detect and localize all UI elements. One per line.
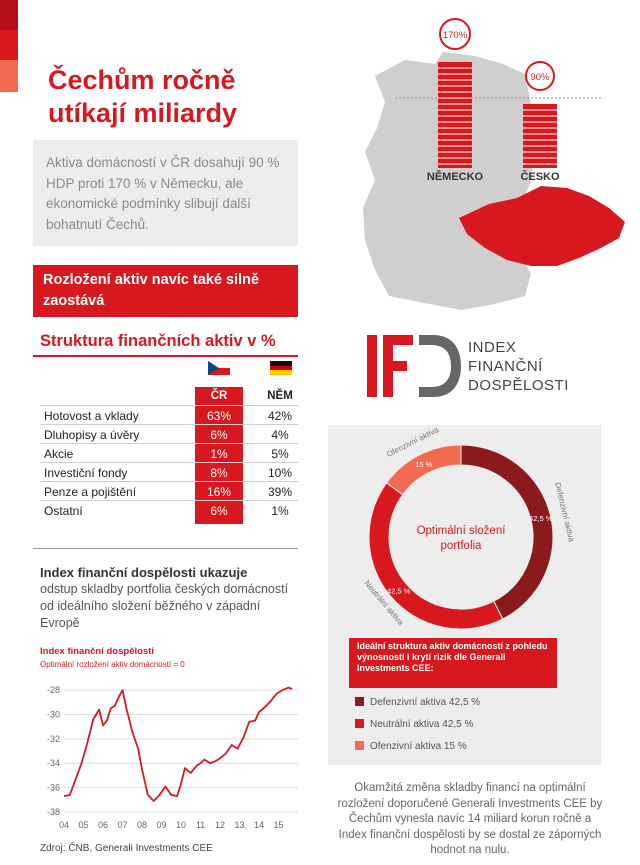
index-section-description: odstup skladby portfolia českých domácno… [40, 582, 289, 630]
donut-center-title-line-1: Optimální složení [417, 525, 507, 537]
ifd-line-1: INDEX [468, 339, 517, 356]
ifd-line-2: FINANČNÍ [468, 358, 543, 375]
series-line-index [63, 686, 293, 802]
y-tick-label: -38 [47, 807, 60, 817]
legend-item-offensive: Ofenzivní aktiva 15 % [355, 741, 467, 752]
red-callout-text: Rozložení aktiv navíc také silně zaostáv… [43, 272, 259, 309]
accent-strip [0, 0, 18, 92]
de-value-cash: 42% [267, 409, 293, 423]
row-label-bonds: Dluhopisy a úvěry [44, 428, 140, 442]
table-rule [40, 405, 298, 406]
ifd-line-3: DOSPĚLOSTI [468, 377, 569, 394]
germany-badge: 170% [443, 30, 468, 41]
x-tick-label: 05 [78, 820, 88, 830]
source-note: Zdroj: ČNB, Generali Investments CEE [40, 843, 213, 854]
x-tick-label: 04 [59, 820, 69, 830]
germany-badge-circle [439, 18, 471, 50]
line-chart-subtitle: Optimální rozložení aktiv domácností = 0 [40, 660, 185, 669]
y-tick-label: -28 [47, 685, 60, 695]
donut-value-label-offensive: 15 % [415, 460, 432, 469]
x-tick-label: 09 [156, 820, 166, 830]
czech-flag-icon [208, 361, 230, 375]
de-value-pension: 39% [267, 485, 293, 499]
row-label-cash: Hotovost a vklady [44, 409, 139, 423]
cz-value-other: 6% [210, 504, 228, 518]
ifd-logo [367, 335, 461, 397]
table-rule [40, 424, 298, 425]
donut-center-title-line-2: portfolia [441, 540, 483, 552]
conclusion-text: Okamžitá změna skladby financí na optimá… [337, 782, 603, 856]
germany-label: NĚMECKO [427, 170, 484, 183]
table-rule [40, 443, 298, 444]
y-tick-label: -32 [47, 734, 60, 744]
czechia-label: ČESKO [520, 170, 560, 183]
row-label-pension: Penze a pojištění [44, 485, 137, 499]
title-rule [33, 355, 298, 357]
legend-item-neutral: Neutrální aktiva 42,5 % [355, 719, 473, 730]
czechia-badge-circle [525, 61, 555, 91]
de-value-other: 1% [271, 504, 289, 518]
cz-value-cash: 63% [206, 409, 232, 423]
x-tick-label: 10 [176, 820, 186, 830]
x-tick-label: 12 [215, 820, 225, 830]
line-chart-title: Index finanční dospělosti [40, 646, 155, 657]
germany-coin-stack [438, 62, 472, 168]
intro-box [33, 140, 298, 246]
czechia-map-shape [459, 186, 625, 266]
x-tick-label: 14 [254, 820, 264, 830]
cz-value-stocks: 1% [210, 447, 228, 461]
donut-value-label-neutral: 42,5 % [387, 586, 411, 595]
legend-swatch [355, 697, 364, 706]
czechia-coin-stack [523, 104, 557, 168]
headline: Čechům ročně utíkají miliardy [48, 65, 238, 128]
cz-value-bonds: 6% [210, 428, 228, 442]
x-tick-label: 13 [234, 820, 244, 830]
legend-title: Ideální struktura aktiv domácností z poh… [357, 641, 548, 673]
section-divider [33, 548, 298, 549]
col-header-cz: ČR [210, 390, 228, 402]
y-tick-label: -34 [47, 758, 60, 768]
ifd-logo-text: INDEX FINANČNÍ DOSPĚLOSTI [468, 338, 569, 395]
legend-label: Neutrální aktiva 42,5 % [370, 719, 474, 730]
x-tick-label: 07 [117, 820, 127, 830]
cz-value-funds: 8% [210, 466, 228, 480]
index-section-title: Index finanční dospělosti ukazuje [40, 565, 248, 580]
map-illustration: 170% 90% NĚMECKO ČESKO [363, 18, 625, 310]
index-line-chart: -28 -30 -32 -34 -36 -38 04 05 06 07 08 09 10 11 12 13 14… [47, 685, 298, 830]
row-label-funds: Investiční fondy [44, 466, 128, 480]
x-tick-label: 11 [196, 820, 205, 830]
donut-value-label-defensive: 42,5 % [529, 514, 553, 523]
de-value-stocks: 5% [271, 447, 289, 461]
col-header-de: NĚM [267, 390, 293, 402]
y-tick-label: -36 [47, 783, 60, 793]
legend-swatch [355, 719, 364, 728]
assets-table-title: Struktura finančních aktiv v % [40, 332, 276, 350]
czechia-badge: 90% [530, 72, 550, 83]
donut-slice-offensive [385, 444, 462, 496]
red-callout [33, 265, 298, 317]
legend-title-box [349, 638, 557, 688]
table-rule [40, 500, 298, 501]
y-tick-label: -30 [47, 709, 60, 719]
czech-column-highlight [195, 387, 243, 524]
legend-item-defensive: Defenzivní aktiva 42,5 % [355, 697, 480, 708]
de-value-bonds: 4% [271, 428, 289, 442]
legend-swatch [355, 741, 364, 750]
table-rule [40, 462, 298, 463]
table-rule [40, 481, 298, 482]
x-tick-label: 15 [273, 820, 283, 830]
row-label-other: Ostatní [44, 504, 83, 518]
german-flag-icon [270, 361, 292, 375]
donut-category-label-defensive: Defenzivní aktiva [553, 481, 576, 543]
row-label-stocks: Akcie [44, 447, 74, 461]
legend-label: Defenzivní aktiva 42,5 % [370, 697, 481, 708]
x-tick-label: 06 [98, 820, 108, 830]
donut-panel [328, 425, 601, 765]
x-tick-label: 08 [137, 820, 147, 830]
intro-text: Aktiva domácností v ČR dosahují 90 % HDP… [46, 155, 280, 232]
cz-value-pension: 16% [206, 485, 232, 499]
legend-label: Ofenzivní aktiva 15 % [370, 741, 467, 752]
de-value-funds: 10% [267, 466, 293, 480]
